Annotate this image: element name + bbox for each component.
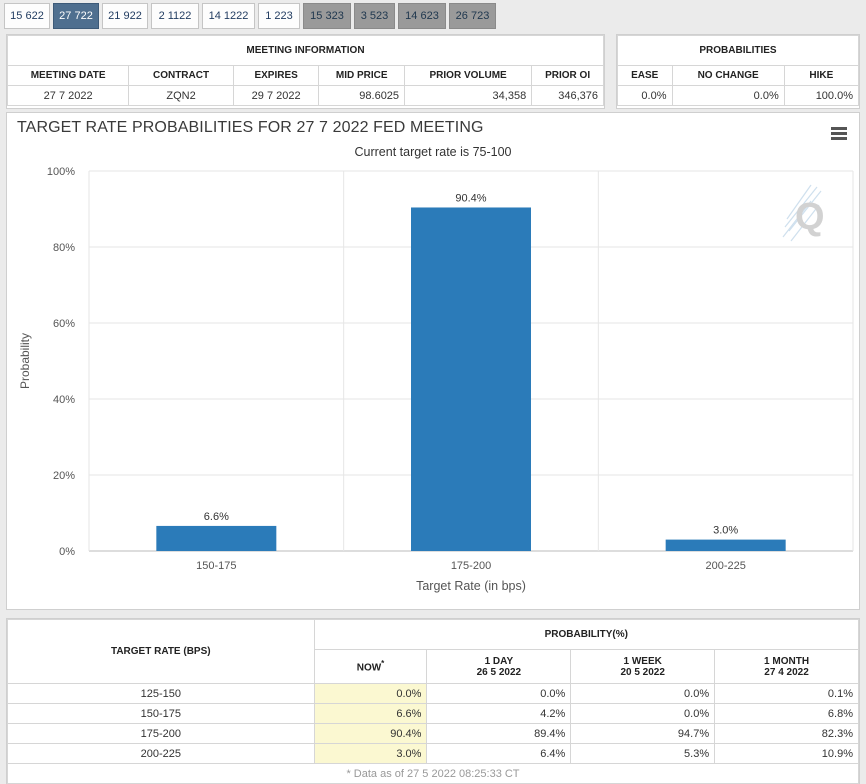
- rate-cell: 200-225: [7, 743, 315, 764]
- tab-14-623[interactable]: 14 623: [398, 3, 446, 29]
- hike-header: HIKE: [783, 65, 860, 86]
- chart-title: TARGET RATE PROBABILITIES FOR 27 7 2022 …: [17, 119, 484, 136]
- prior-volume-header: PRIOR VOLUME: [404, 65, 533, 86]
- prior-oi-header: PRIOR OI: [531, 65, 604, 86]
- table-row: 200-225 3.0% 6.4% 5.3% 10.9%: [7, 743, 859, 764]
- cme-q-logo-icon: Q: [782, 184, 825, 242]
- day-cell: 6.4%: [426, 743, 572, 764]
- y-tick-label: 40%: [53, 394, 75, 406]
- meeting-info-panel: MEETING INFORMATION MEETING DATE CONTRAC…: [6, 34, 605, 109]
- now-cell: 3.0%: [313, 743, 428, 764]
- one-month-header: 1 MONTH 27 4 2022: [714, 649, 859, 684]
- prior-volume-value: 34,358: [404, 85, 533, 106]
- y-tick-label: 20%: [53, 470, 75, 482]
- hike-value: 100.0%: [783, 85, 860, 106]
- probability-history-panel: TARGET RATE (BPS) PROBABILITY(%) NOW* 1 …: [6, 618, 860, 784]
- month-cell: 10.9%: [714, 743, 859, 764]
- one-week-header: 1 WEEK 20 5 2022: [570, 649, 716, 684]
- table-row: 175-200 90.4% 89.4% 94.7% 82.3%: [7, 723, 859, 744]
- bar-175-200[interactable]: [411, 207, 531, 551]
- tab-21-922[interactable]: 21 922: [102, 3, 148, 29]
- table-row: 125-150 0.0% 0.0% 0.0% 0.1%: [7, 683, 859, 704]
- bar-data-label: 90.4%: [455, 192, 486, 204]
- week-cell: 0.0%: [570, 703, 716, 724]
- bar-data-label: 6.6%: [204, 511, 229, 523]
- day-cell: 89.4%: [426, 723, 572, 744]
- month-cell: 6.8%: [714, 703, 859, 724]
- now-cell: 90.4%: [313, 723, 428, 744]
- bar-200-225[interactable]: [665, 539, 786, 551]
- week-cell: 94.7%: [570, 723, 716, 744]
- ease-header: EASE: [617, 65, 673, 86]
- contract-header: CONTRACT: [128, 65, 234, 86]
- table-row: 150-175 6.6% 4.2% 0.0% 6.8%: [7, 703, 859, 724]
- y-tick-label: 0%: [59, 546, 75, 558]
- mid-price-value: 98.6025: [318, 85, 406, 106]
- probability-history-table: TARGET RATE (BPS) PROBABILITY(%) NOW* 1 …: [7, 619, 860, 784]
- tab-15-622[interactable]: 15 622: [4, 3, 50, 29]
- tab-15-323[interactable]: 15 323: [303, 3, 351, 29]
- x-tick-label: 175-200: [451, 560, 491, 572]
- data-timestamp-footnote: * Data as of 27 5 2022 08:25:33 CT: [7, 763, 859, 784]
- no-change-header: NO CHANGE: [671, 65, 785, 86]
- tab-1-223[interactable]: 1 223: [258, 3, 300, 29]
- meeting-date-value: 27 7 2022: [6, 85, 130, 106]
- meeting-info-title: MEETING INFORMATION: [7, 35, 604, 66]
- tab-27-722[interactable]: 27 722: [53, 3, 99, 29]
- meeting-date-header: MEETING DATE: [6, 65, 130, 86]
- tab-3-523[interactable]: 3 523: [354, 3, 395, 29]
- chart-menu-icon[interactable]: [831, 127, 847, 140]
- target-rate-header: TARGET RATE (BPS): [7, 619, 315, 684]
- logo-letter: Q: [795, 196, 825, 238]
- tab-26-723[interactable]: 26 723: [449, 3, 496, 29]
- y-tick-label: 60%: [53, 318, 75, 330]
- mid-price-header: MID PRICE: [318, 65, 406, 86]
- meeting-info-table: MEETING INFORMATION MEETING DATE CONTRAC…: [6, 35, 604, 106]
- x-tick-label: 150-175: [196, 560, 236, 572]
- one-day-header: 1 DAY 26 5 2022: [426, 649, 572, 684]
- tab-2-1122[interactable]: 2 1122: [151, 3, 199, 29]
- rate-cell: 150-175: [7, 703, 315, 724]
- x-axis-title: Target Rate (in bps): [416, 579, 526, 593]
- bar-150-175[interactable]: [156, 525, 277, 551]
- week-cell: 5.3%: [570, 743, 716, 764]
- day-cell: 0.0%: [426, 683, 572, 704]
- week-cell: 0.0%: [570, 683, 716, 704]
- y-tick-label: 80%: [53, 242, 75, 254]
- no-change-value: 0.0%: [671, 85, 785, 106]
- probability-header: PROBABILITY(%): [313, 619, 860, 650]
- rate-cell: 125-150: [7, 683, 315, 704]
- probabilities-title: PROBABILITIES: [617, 35, 859, 66]
- y-tick-label: 100%: [47, 166, 75, 178]
- month-cell: 0.1%: [714, 683, 859, 704]
- probabilities-table: PROBABILITIES EASE NO CHANGE HIKE 0.0% 0…: [617, 35, 860, 106]
- now-header: NOW*: [313, 649, 428, 684]
- expires-value: 29 7 2022: [232, 85, 320, 106]
- contract-value: ZQN2: [128, 85, 234, 106]
- y-axis-title: Probability: [18, 333, 32, 389]
- bar-data-label: 3.0%: [713, 525, 738, 537]
- chart-subtitle: Current target rate is 75-100: [354, 145, 512, 159]
- chart-canvas: 0% 20% 40% 60% 80% 100% 6.6% 150-175 90.4% 175-20…: [18, 166, 854, 593]
- now-cell: 0.0%: [313, 683, 428, 704]
- expires-header: EXPIRES: [232, 65, 320, 86]
- prior-oi-value: 346,376: [531, 85, 604, 106]
- chart-panel: TARGET RATE PROBABILITIES FOR 27 7 2022 …: [6, 112, 860, 610]
- ease-value: 0.0%: [617, 85, 673, 106]
- probabilities-panel: PROBABILITIES EASE NO CHANGE HIKE 0.0% 0…: [616, 34, 860, 109]
- x-tick-label: 200-225: [705, 560, 745, 572]
- rate-cell: 175-200: [7, 723, 315, 744]
- month-cell: 82.3%: [714, 723, 859, 744]
- tab-14-1222[interactable]: 14 1222: [202, 3, 255, 29]
- now-cell: 6.6%: [313, 703, 428, 724]
- day-cell: 4.2%: [426, 703, 572, 724]
